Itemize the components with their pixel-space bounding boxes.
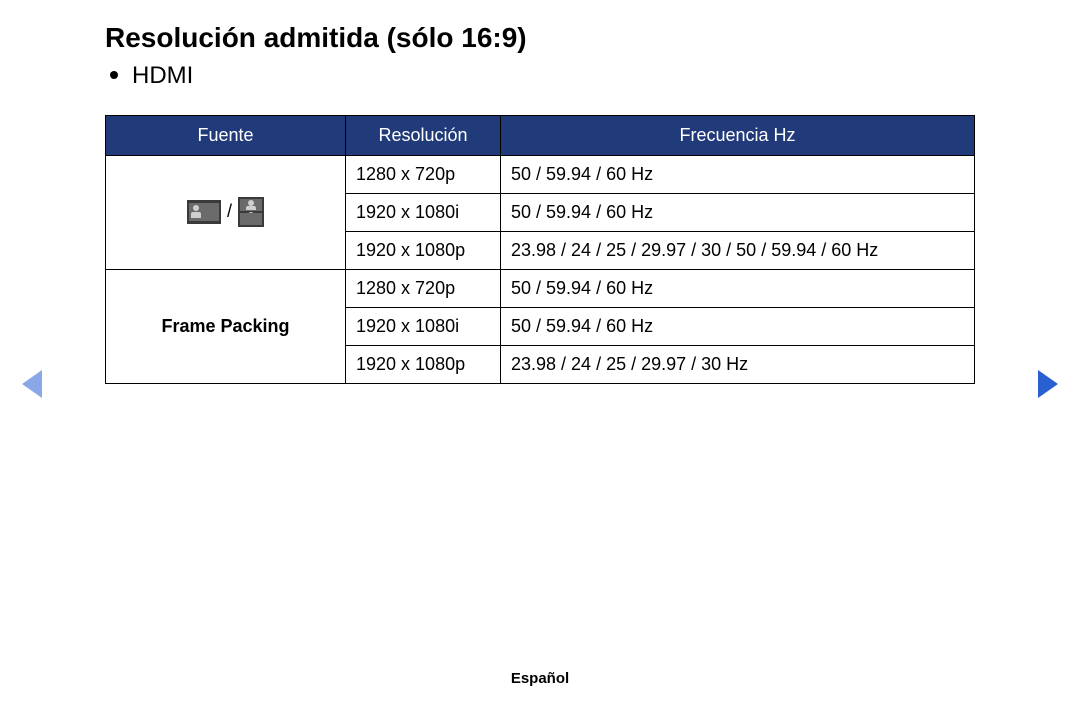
cell-freq: 50 / 59.94 / 60 Hz — [501, 156, 975, 194]
cell-res: 1920 x 1080i — [346, 308, 501, 346]
prev-page-arrow[interactable] — [22, 370, 42, 398]
table-row: / 1280 x 720p 50 / 59.94 / 60 Hz — [106, 156, 975, 194]
th-resolution: Resolución — [346, 116, 501, 156]
subtitle-text: HDMI — [132, 62, 193, 89]
page-subtitle: HDMI — [110, 62, 193, 90]
cell-res: 1280 x 720p — [346, 270, 501, 308]
page-title: Resolución admitida (sólo 16:9) — [105, 22, 527, 54]
cell-freq: 50 / 59.94 / 60 Hz — [501, 308, 975, 346]
cell-res: 1920 x 1080i — [346, 194, 501, 232]
source-cell-frame-packing: Frame Packing — [106, 270, 346, 384]
th-frequency: Frecuencia Hz — [501, 116, 975, 156]
cell-freq: 23.98 / 24 / 25 / 29.97 / 30 Hz — [501, 346, 975, 384]
cell-res: 1280 x 720p — [346, 156, 501, 194]
cell-res: 1920 x 1080p — [346, 232, 501, 270]
icons-separator: / — [225, 201, 234, 222]
side-by-side-icon — [187, 200, 221, 224]
footer-language: Español — [0, 670, 1080, 687]
th-source: Fuente — [106, 116, 346, 156]
top-bottom-icon — [238, 197, 264, 227]
cell-res: 1920 x 1080p — [346, 346, 501, 384]
source-cell-icons: / — [106, 156, 346, 270]
table-row: Frame Packing 1280 x 720p 50 / 59.94 / 6… — [106, 270, 975, 308]
bullet-icon — [110, 71, 118, 79]
resolution-table: Fuente Resolución Frecuencia Hz / — [105, 115, 975, 384]
next-page-arrow[interactable] — [1038, 370, 1058, 398]
cell-freq: 50 / 59.94 / 60 Hz — [501, 270, 975, 308]
cell-freq: 50 / 59.94 / 60 Hz — [501, 194, 975, 232]
cell-freq: 23.98 / 24 / 25 / 29.97 / 30 / 50 / 59.9… — [501, 232, 975, 270]
